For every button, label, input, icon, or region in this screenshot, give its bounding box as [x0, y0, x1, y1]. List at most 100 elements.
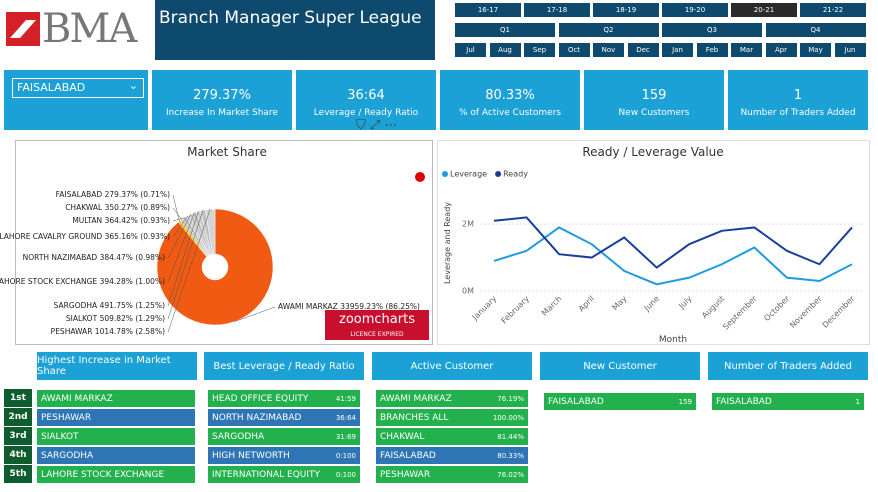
table-row: AWAMI MARKAZ 76.19%: [376, 390, 528, 408]
slice-label: NORTH NAZIMABAD 384.47% (0.98%): [23, 253, 165, 262]
leader-line: [234, 306, 276, 322]
slice-value: 491.75% (1.25%): [100, 301, 166, 310]
month-button[interactable]: Jan: [662, 43, 693, 57]
row-value: 31:69: [335, 432, 356, 441]
table-row: LAHORE STOCK EXCHANGE: [37, 466, 195, 484]
month-button[interactable]: Jul: [455, 43, 486, 57]
slice-value: 364.42% (0.93%): [105, 216, 171, 225]
row-name: PESHAWAR: [380, 469, 431, 480]
month-button[interactable]: Nov: [593, 43, 624, 57]
slice-value: 384.47% (0.98%): [100, 253, 166, 262]
x-axis-label: Month: [659, 335, 687, 345]
quarter-button[interactable]: Q4: [765, 23, 866, 37]
month-button[interactable]: Mar: [731, 43, 762, 57]
table-row: NORTH NAZIMABAD 36:64: [208, 409, 360, 427]
x-tick-label: March: [540, 294, 564, 318]
kpi-card: 279.37% Increase In Market Share: [152, 70, 292, 130]
branch-dropdown[interactable]: FAISALABAD ⌄: [12, 78, 144, 98]
x-tick-label: August: [700, 294, 726, 320]
title: Branch Manager Super League: [159, 8, 422, 28]
row-value: 159: [678, 397, 692, 406]
line-series: [493, 226, 853, 286]
row-name: INTERNATIONAL EQUITY: [212, 469, 321, 480]
rank-badge: 4th: [4, 446, 32, 464]
row-name: BRANCHES ALL: [380, 412, 449, 423]
year-button[interactable]: 20-21: [731, 3, 797, 17]
row-name: SIALKOT: [41, 431, 79, 442]
leader-line: [172, 207, 182, 220]
year-button[interactable]: 19-20: [662, 3, 728, 17]
month-button[interactable]: Oct: [558, 43, 590, 57]
x-tick-label: October: [762, 294, 792, 324]
row-value: 81.44%: [497, 432, 524, 441]
table-row: HIGH NETWORTH 0:100: [208, 447, 360, 465]
row-value: 76.02%: [497, 470, 524, 479]
slice-label: AWAMI MARKAZ 33959.23% (86.25%): [278, 302, 420, 311]
slice-label: SARGODHA 491.75% (1.25%): [54, 301, 165, 310]
row-name: NORTH NAZIMABAD: [212, 412, 302, 423]
rank-badge: 2nd: [4, 408, 32, 426]
info-dot: [415, 172, 425, 182]
visual-toolbar[interactable]: ⛉ ⤢ ⋯: [356, 118, 398, 133]
row-name: LAHORE STOCK EXCHANGE: [41, 469, 165, 480]
kpi-card: 80.33% % of Active Customers: [440, 70, 580, 130]
logo-icon: [6, 12, 40, 46]
row-value: 36:64: [335, 413, 356, 422]
kpi-value: 1: [793, 88, 803, 103]
pie-slice: [205, 208, 216, 255]
quarter-button[interactable]: Q1: [455, 23, 555, 37]
line-panel: [437, 140, 870, 345]
slice-name: CHAKWAL: [65, 203, 103, 212]
y-tick-label: 2M: [462, 220, 474, 229]
month-button[interactable]: Dec: [627, 43, 659, 57]
leader-line: [167, 211, 199, 307]
slice-label: CHAKWAL 350.27% (0.89%): [65, 203, 170, 212]
slice-name: FAISALABAD: [56, 190, 103, 199]
branch-value: FAISALABAD: [17, 81, 86, 94]
month-button[interactable]: Jun: [834, 43, 866, 57]
row-value: 0:100: [335, 451, 356, 460]
row-name: SARGODHA: [41, 450, 94, 461]
year-button[interactable]: 18-19: [593, 3, 659, 17]
year-button[interactable]: 16-17: [455, 3, 521, 17]
table-header: Best Leverage / Ready Ratio: [204, 352, 364, 380]
month-button[interactable]: Apr: [765, 43, 797, 57]
leader-line: [167, 210, 204, 320]
slice-name: AWAMI MARKAZ: [278, 302, 338, 311]
slice-name: LAHORE CAVALRY GROUND: [0, 232, 102, 241]
month-button[interactable]: May: [800, 43, 831, 57]
row-name: CHAKWAL: [380, 431, 425, 442]
leader-line: [172, 217, 185, 222]
y-axis-label: Leverage and Ready: [443, 202, 452, 284]
leader-line: [167, 214, 192, 259]
quarter-button[interactable]: Q3: [662, 23, 762, 37]
slice-name: NORTH NAZIMABAD: [23, 253, 98, 262]
table-header: Number of Traders Added: [708, 352, 868, 380]
row-name: AWAMI MARKAZ: [41, 393, 113, 404]
month-button[interactable]: Sep: [524, 43, 555, 57]
table-row: BRANCHES ALL 100.00%: [376, 409, 528, 427]
year-button[interactable]: 21-22: [800, 3, 866, 17]
slice-name: SARGODHA: [54, 301, 98, 310]
table-row: FAISALABAD 159: [544, 393, 696, 411]
slice-label: LAHORE CAVALRY GROUND 365.16% (0.93%): [0, 232, 170, 241]
y-tick-label: 0M: [462, 287, 474, 296]
slice-value: 33959.23% (86.25%): [340, 302, 420, 311]
month-button[interactable]: Aug: [489, 43, 521, 57]
legend-label: Ready: [503, 170, 528, 179]
kpi-card: 1 Number of Traders Added: [728, 70, 868, 130]
kpi-value: 159: [641, 88, 667, 103]
x-tick-label: November: [788, 294, 824, 330]
row-name: AWAMI MARKAZ: [380, 393, 452, 404]
logo-mark: [10, 20, 36, 38]
legend-marker: [442, 171, 448, 177]
quarter-button[interactable]: Q2: [558, 23, 659, 37]
month-button[interactable]: Feb: [696, 43, 728, 57]
table-row: INTERNATIONAL EQUITY 0:100: [208, 466, 360, 484]
slice-value: 509.82% (1.29%): [100, 314, 166, 323]
kpi-label: Number of Traders Added: [740, 108, 856, 118]
slice-label: PESHAWAR 1014.78% (2.58%): [51, 327, 165, 336]
year-button[interactable]: 17-18: [524, 3, 590, 17]
x-tick-label: January: [470, 294, 499, 323]
